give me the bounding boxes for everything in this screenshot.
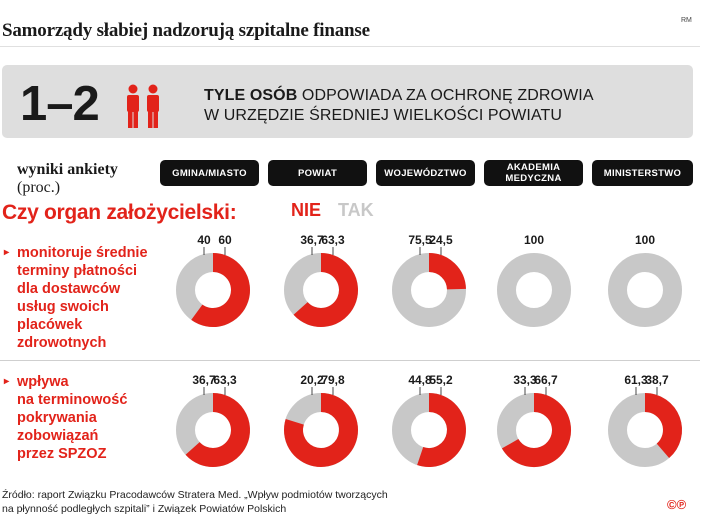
column-header-wojewodztwo: WOJEWÓDZTWO [376,160,475,186]
row-2-label-line: pokrywania [17,410,97,426]
banner-text-bold: TYLE OSÓB [204,87,298,104]
row-1-label-line: dla dostawców [17,281,121,297]
donut-slice-nie [293,253,358,327]
column-header-powiat: POWIAT [268,160,367,186]
donut-slice-nie [191,253,250,327]
row-1-label: monitoruje średnie terminy płatności dla… [17,244,148,352]
donut-slice-tak [497,253,571,327]
source-note: Źródło: raport Związku Pracodawców Strat… [2,488,388,516]
row-1-label-line: placówek [17,317,83,333]
row-1-label-line: monitoruje średnie [17,245,148,261]
value-label-tak: 36,7 [300,233,324,247]
row-2-label-line: na terminowość [17,392,128,408]
row-2-label-line: przez SPZOZ [17,446,107,462]
author-credit: RM [681,17,692,24]
source-line-1: Źródło: raport Związku Pracodawców Strat… [2,489,388,501]
banner-text-line1: ODPOWIADA ZA OCHRONĘ ZDROWIA [297,87,594,104]
legend-tak: TAK [338,200,374,220]
chart-title: Samorządy słabiej nadzorują szpitalne fi… [2,20,370,41]
column-header-ministerstwo: MINISTERSTWO [592,160,693,186]
row-1-label-line: terminy płatności [17,263,138,279]
row-1-arrow-icon: ▸ [4,247,10,258]
donut-slice-nie [428,253,466,291]
value-label-nie: 63,3 [321,233,345,247]
value-label-tak: 36,7 [192,373,216,387]
row-1-label-line: usług swoich [17,299,109,315]
donut-slice-tak [608,253,682,327]
info-banner [2,65,693,138]
column-header-akademia: AKADEMIA MEDYCZNA [484,160,583,186]
people-icon [124,84,164,135]
banner-text: TYLE OSÓB ODPOWIADA ZA OCHRONĘ ZDROWIA W… [204,86,594,126]
title-divider [0,46,700,47]
value-label-tak: 20,2 [300,373,324,387]
banner-big-number: 1–2 [20,77,100,131]
donut-slice-nie [644,393,682,459]
publisher-logo: ©℗ [667,497,687,512]
survey-unit: (proc.) [17,179,61,196]
value-label-tak: 100 [635,233,655,247]
survey-title: wyniki ankiety [17,161,118,178]
row-2-arrow-icon: ▸ [4,376,10,387]
donut-slice-nie [501,393,571,467]
row-divider [0,360,700,361]
donut-slice-nie [284,393,358,467]
row-2-label: wpływa na terminowość pokrywania zobowią… [17,373,127,463]
question-heading: Czy organ założycielski: [2,201,237,224]
value-label-tak: 100 [524,233,544,247]
legend-nie: NIE [291,200,322,220]
value-label-nie: 79,8 [321,373,345,387]
value-label-nie: 38,7 [645,373,669,387]
value-label-nie: 63,3 [213,373,237,387]
value-label-tak: 61,3 [624,373,648,387]
row-2-label-line: zobowiązań [17,428,99,444]
donut-slice-nie [185,393,250,467]
row-2-label-line: wpływa [17,374,69,390]
source-line-2: na płynność podległych szpitali” i Związ… [2,503,287,515]
value-label-tak: 75,5 [408,233,432,247]
column-header-gmina: GMINA/MIASTO [160,160,259,186]
banner-text-line2: W URZĘDZIE ŚREDNIEJ WIELKOŚCI POWIATU [204,107,563,124]
value-label-tak: 33,3 [513,373,537,387]
value-label-nie: 66,7 [534,373,558,387]
value-label-tak: 40 [197,233,211,247]
value-label-tak: 44,8 [408,373,432,387]
value-label-nie: 55,2 [429,373,453,387]
donut-slice-nie [417,393,466,467]
survey-label: wyniki ankiety (proc.) [17,161,118,197]
value-label-nie: 60 [218,233,232,247]
value-label-nie: 24,5 [429,233,453,247]
row-1-label-line: zdrowotnych [17,335,107,351]
